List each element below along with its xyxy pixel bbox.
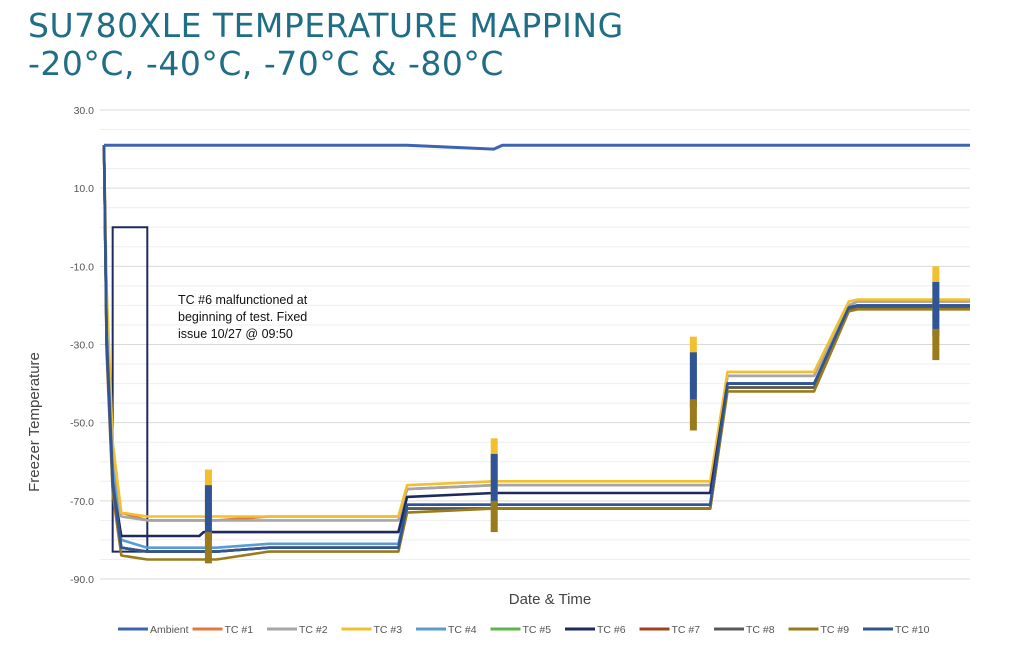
- y-tick-label: 30.0: [74, 105, 95, 117]
- legend-label: TC #3: [374, 624, 403, 636]
- y-tick-label: -90.0: [70, 574, 94, 586]
- legend-label: TC #4: [448, 624, 477, 636]
- legend-label: TC #2: [299, 624, 328, 636]
- highlight-box-layer: [111, 226, 149, 553]
- series-line-tc-4: [102, 145, 970, 550]
- y-axis-label: Freezer Temperature: [26, 352, 43, 492]
- series-line-tc-2: [102, 145, 970, 522]
- series-lines: [102, 143, 970, 564]
- y-tick-label: -50.0: [70, 418, 94, 430]
- legend-label: TC #10: [895, 624, 930, 636]
- annotation-line: issue 10/27 @ 09:50: [178, 327, 293, 341]
- y-tick-label: -30.0: [70, 340, 94, 352]
- legend-label: TC #6: [597, 624, 626, 636]
- series-line-tc-8: [102, 145, 970, 553]
- y-tick-label: -10.0: [70, 261, 94, 273]
- legend: Ambient TC #1 TC #2 TC #3 TC #4 TC #5 TC #6 TC …: [118, 624, 930, 636]
- annotation: TC #6 malfunctioned at beginning of test.…: [178, 293, 308, 341]
- page-subtitle: -20°C, -40°C, -70°C & -80°C: [28, 44, 504, 83]
- annotation-line: beginning of test. Fixed: [178, 310, 307, 324]
- y-tick-label: 10.0: [74, 183, 95, 195]
- legend-label: TC #9: [821, 624, 850, 636]
- legend-label: TC #8: [746, 624, 775, 636]
- door-open-spike: [490, 453, 498, 509]
- legend-label: Ambient: [150, 624, 189, 636]
- door-open-spike: [490, 500, 498, 533]
- y-tick-labels: 30.0 10.0 -10.0 -30.0 -50.0 -70.0 -90.0: [70, 105, 94, 586]
- legend-label: TC #1: [225, 624, 254, 636]
- door-open-spike: [204, 485, 212, 540]
- series-line-tc-9: [102, 145, 970, 561]
- series-line-ambient: [104, 143, 970, 151]
- grid-lines: [100, 109, 970, 580]
- series-line-tc-7: [102, 145, 970, 553]
- legend-label: TC #7: [672, 624, 701, 636]
- series-line-tc-10: [102, 145, 970, 553]
- door-open-spike: [932, 281, 940, 337]
- door-open-spike: [689, 399, 697, 431]
- legend-label: TC #5: [523, 624, 552, 636]
- y-tick-label: -70.0: [70, 496, 94, 508]
- series-line-tc-5: [102, 145, 970, 553]
- door-open-spike: [689, 352, 697, 408]
- series-line-tc-3: [102, 145, 970, 518]
- highlight-box: [111, 226, 149, 553]
- annotation-line: TC #6 malfunctioned at: [178, 293, 308, 307]
- door-open-spike: [204, 532, 212, 564]
- x-axis-label: Date & Time: [509, 591, 592, 608]
- page-title: SU780XLE TEMPERATURE MAPPING: [28, 6, 624, 45]
- door-open-spike: [932, 328, 940, 361]
